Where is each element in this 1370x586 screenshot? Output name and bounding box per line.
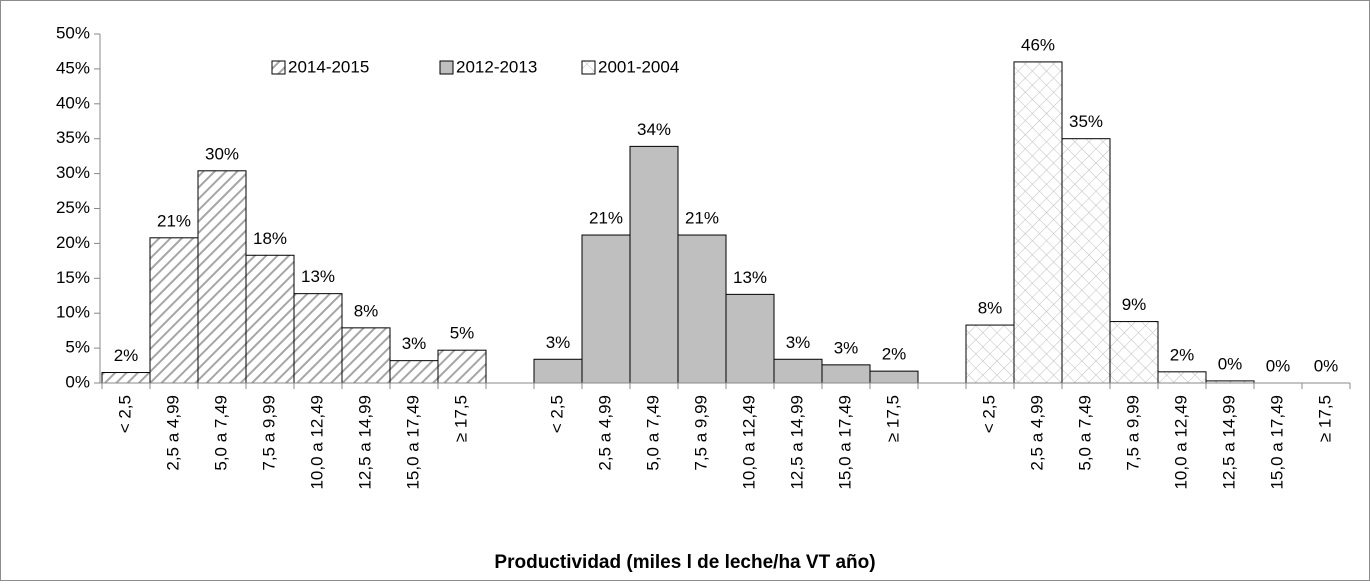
value-label: 3% (834, 338, 859, 357)
value-label: 9% (1122, 295, 1147, 314)
value-label: 35% (1069, 112, 1103, 131)
bar (773, 358, 823, 384)
bar (149, 237, 199, 384)
legend-label: 2001-2004 (598, 57, 679, 76)
value-label: 3% (402, 334, 427, 353)
y-tick-label: 40% (56, 93, 90, 112)
value-label: 34% (637, 120, 671, 139)
bar (965, 324, 1015, 384)
x-tick-label: ≥ 17,5 (1315, 395, 1334, 442)
x-tick-label: < 2,5 (547, 395, 566, 433)
value-label: 3% (786, 333, 811, 352)
legend-swatch (581, 60, 596, 75)
value-label: 8% (978, 299, 1003, 318)
x-tick-label: 5,0 a 7,49 (1075, 395, 1094, 471)
value-label: 2% (1170, 345, 1195, 364)
y-tick-label: 0% (65, 372, 90, 391)
x-axis-label: Productividad (miles l de leche/ha VT añ… (494, 552, 875, 573)
bar (101, 372, 151, 384)
bar (1061, 138, 1111, 384)
bar (533, 358, 583, 384)
x-tick-label: 2,5 a 4,99 (1027, 395, 1046, 471)
value-label: 21% (157, 211, 191, 230)
x-tick-label: 12,5 a 14,99 (1219, 395, 1238, 490)
x-tick-label: 10,0 a 12,49 (739, 395, 758, 490)
bar (869, 370, 919, 384)
x-tick-label: < 2,5 (115, 395, 134, 433)
x-tick-label: 7,5 a 9,99 (1123, 395, 1142, 471)
x-tick-label: ≥ 17,5 (451, 395, 470, 442)
y-tick-label: 25% (56, 198, 90, 217)
value-label: 0% (1266, 356, 1291, 375)
value-label: 18% (253, 229, 287, 248)
y-tick-label: 45% (56, 58, 90, 77)
bar (341, 327, 391, 384)
bar (197, 170, 247, 384)
bar (1157, 371, 1207, 384)
bar (725, 293, 775, 384)
value-label: 5% (450, 324, 475, 343)
bar (677, 234, 727, 384)
x-tick-label: 15,0 a 17,49 (1267, 395, 1286, 490)
x-tick-label: < 2,5 (979, 395, 998, 433)
value-label: 46% (1021, 35, 1055, 54)
y-tick-label: 5% (65, 338, 90, 357)
value-label: 8% (354, 301, 379, 320)
bar (389, 360, 439, 384)
x-tick-label: 5,0 a 7,49 (211, 395, 230, 471)
y-tick-label: 30% (56, 163, 90, 182)
x-tick-label: 15,0 a 17,49 (403, 395, 422, 490)
value-label: 21% (589, 209, 623, 228)
y-tick-label: 20% (56, 233, 90, 252)
value-label: 13% (733, 268, 767, 287)
value-label: 0% (1218, 354, 1243, 373)
bar (245, 254, 295, 384)
y-tick-label: 35% (56, 128, 90, 147)
legend-swatch (271, 60, 286, 75)
value-label: 2% (882, 345, 907, 364)
x-tick-label: 12,5 a 14,99 (355, 395, 374, 490)
bar (1013, 61, 1063, 384)
y-tick-label: 10% (56, 303, 90, 322)
y-tick-label: 15% (56, 268, 90, 287)
bar (437, 349, 487, 384)
bar (293, 293, 343, 384)
legend-label: 2012-2013 (456, 57, 537, 76)
x-tick-label: ≥ 17,5 (883, 395, 902, 442)
bar (581, 234, 631, 384)
x-tick-label: 5,0 a 7,49 (643, 395, 662, 471)
legend-swatch (439, 60, 454, 75)
bar (1109, 321, 1159, 384)
x-tick-label: 10,0 a 12,49 (1171, 395, 1190, 490)
bar (629, 145, 679, 384)
x-tick-label: 2,5 a 4,99 (595, 395, 614, 471)
x-tick-label: 7,5 a 9,99 (691, 395, 710, 471)
value-label: 2% (114, 346, 139, 365)
x-tick-label: 12,5 a 14,99 (787, 395, 806, 490)
value-label: 0% (1314, 356, 1339, 375)
value-label: 13% (301, 267, 335, 286)
bar (821, 364, 871, 384)
value-label: 21% (685, 209, 719, 228)
value-label: 30% (205, 144, 239, 163)
legend-label: 2014-2015 (288, 57, 369, 76)
x-tick-label: 10,0 a 12,49 (307, 395, 326, 490)
x-tick-label: 7,5 a 9,99 (259, 395, 278, 471)
x-tick-label: 15,0 a 17,49 (835, 395, 854, 490)
x-tick-label: 2,5 a 4,99 (163, 395, 182, 471)
y-tick-label: 50% (56, 23, 90, 42)
value-label: 3% (546, 333, 571, 352)
